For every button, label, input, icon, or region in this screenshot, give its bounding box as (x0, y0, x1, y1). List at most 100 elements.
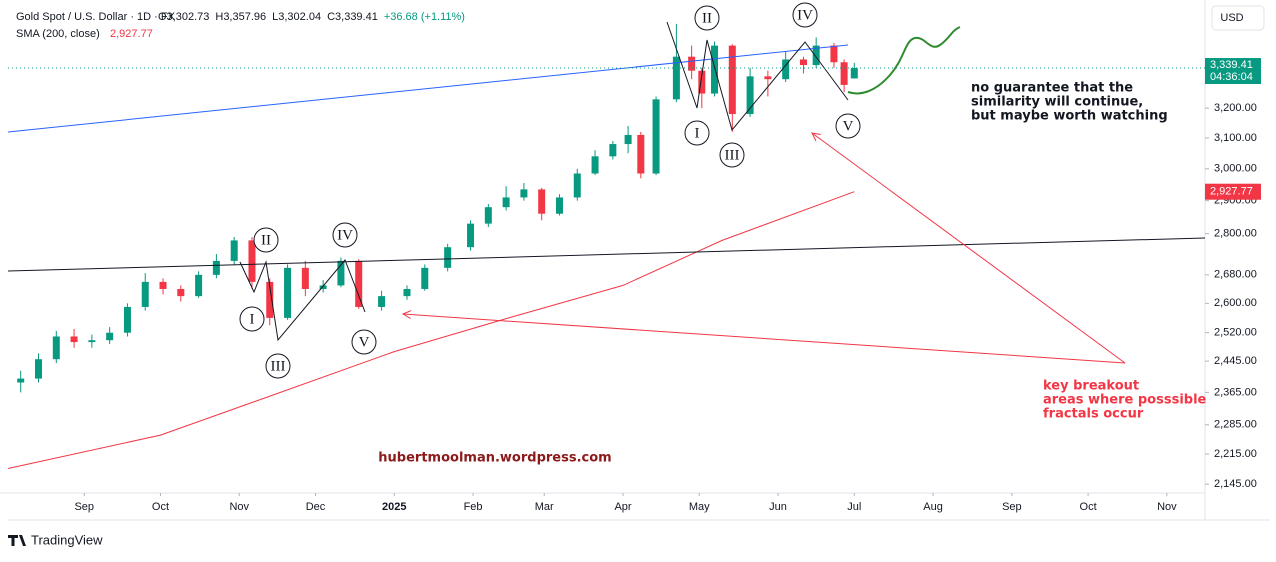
x-tick-label: Apr (614, 501, 631, 513)
candle-body (195, 274, 203, 297)
candle-body (728, 45, 736, 115)
candle-body (467, 223, 475, 248)
y-tick-label: 2,445.00 (1214, 355, 1257, 367)
indicator-value: 2,927.77 (110, 28, 153, 40)
wave-circle (253, 227, 279, 253)
candle-body (573, 173, 581, 198)
currency[interactable]: USD (1220, 12, 1243, 24)
candle-body (34, 359, 42, 379)
candle-body (764, 76, 772, 80)
projection (847, 26, 961, 95)
candle-body (159, 281, 167, 289)
sma-value-box (1205, 183, 1261, 200)
wave-circle (835, 113, 861, 139)
note: fractals occur (1043, 407, 1144, 422)
candle-body (746, 76, 754, 115)
candle-body (637, 134, 645, 174)
countdown: 04:36:04 (1210, 71, 1253, 83)
x-tick-label: May (689, 501, 710, 513)
wave-circle (239, 306, 265, 332)
ohlc-value: +36.68 (+1.11%) (384, 11, 465, 23)
ohlc-value: L3,302.04 (272, 11, 321, 23)
y-tick-label: 3,100.00 (1214, 132, 1257, 144)
arrow (812, 133, 1126, 364)
wave-line (666, 21, 849, 132)
ohlc-value: C3,339.41 (327, 11, 378, 23)
candle-body (421, 267, 429, 289)
candle-body (88, 340, 96, 343)
brand-logo (8, 535, 26, 546)
note: key breakout (1043, 379, 1139, 394)
candle-body (591, 156, 599, 174)
wave-line (239, 259, 366, 342)
trend-line (7, 44, 849, 133)
candle-body (652, 99, 660, 174)
note: but maybe worth watching (971, 109, 1168, 124)
note: areas where posssible (1043, 393, 1207, 408)
plot (7, 23, 858, 469)
symbol-title: Gold Spot / U.S. Dollar · 1D · FX (16, 11, 176, 23)
x-tick-label: Sep (74, 501, 94, 513)
candle-body (284, 267, 292, 318)
candle-body (70, 336, 78, 343)
x-tick-label: Feb (464, 501, 483, 513)
note: no guarantee that the (971, 81, 1133, 96)
candle-body (123, 306, 131, 333)
x-tick-label: Nov (229, 501, 249, 513)
x-tick-label: 2025 (382, 501, 406, 513)
wave-label: IV (337, 227, 353, 243)
candle-body (484, 207, 492, 224)
y-tick-label: 2,680.00 (1214, 269, 1257, 281)
candle-body (337, 260, 345, 286)
wave-label: V (843, 118, 854, 134)
y-tick-label: 2,520.00 (1214, 327, 1257, 339)
ohlc-values: O3,302.73 H3,357.96 L3,302.04 C3,339.41 +36.… (158, 11, 465, 23)
candle-body (812, 45, 820, 66)
candle-body (403, 288, 411, 297)
y-tick-label: 2,215.00 (1214, 448, 1257, 460)
wave-circle (351, 329, 377, 355)
candle-body (609, 144, 617, 157)
candle-body (850, 68, 858, 79)
last-price-box (1205, 58, 1261, 85)
arrow (403, 314, 1126, 364)
candle-body (301, 267, 309, 289)
candle-body (248, 240, 256, 282)
candle-body (624, 134, 632, 145)
y-tick-label: 2,800.00 (1214, 228, 1257, 240)
x-tick-label: Aug (923, 501, 943, 513)
last-price-label: 3,339.41 (1210, 59, 1253, 71)
wave-label: I (250, 311, 255, 327)
wave-circle (265, 353, 291, 379)
x-tick-label: Nov (1157, 501, 1177, 513)
y-tick-label: 2,365.00 (1214, 386, 1257, 398)
wave-circle (684, 120, 710, 146)
y-tick-label: 3,200.00 (1214, 102, 1257, 114)
x-tick-label: Mar (535, 501, 554, 513)
wave-circle (694, 5, 720, 31)
candle-body (230, 240, 238, 261)
y-tick-label: 2,145.00 (1214, 478, 1257, 490)
ohlc-value: O3,302.73 (158, 11, 209, 23)
wave-circle (792, 2, 818, 28)
wave-label: III (725, 147, 740, 163)
wave-circle (719, 142, 745, 168)
candle-body (52, 336, 60, 360)
x-tick-label: Jul (847, 501, 861, 513)
x-tick-label: Dec (306, 501, 326, 513)
candle-body (378, 296, 386, 307)
candle-body (672, 56, 680, 100)
currency-button[interactable] (1211, 5, 1265, 31)
candle-body (688, 56, 696, 71)
y-tick-label: 2,600.00 (1214, 297, 1257, 309)
candle-body (538, 189, 546, 214)
candle-body (17, 378, 25, 383)
candle-body (502, 197, 510, 208)
candle-body (555, 197, 563, 214)
candle-body (830, 45, 838, 63)
candle-body (444, 247, 452, 268)
y-tick-label: 3,000.00 (1214, 163, 1257, 175)
wave-label: II (702, 10, 712, 26)
x-tick-label: Sep (1002, 501, 1022, 513)
wave-label: I (695, 125, 700, 141)
